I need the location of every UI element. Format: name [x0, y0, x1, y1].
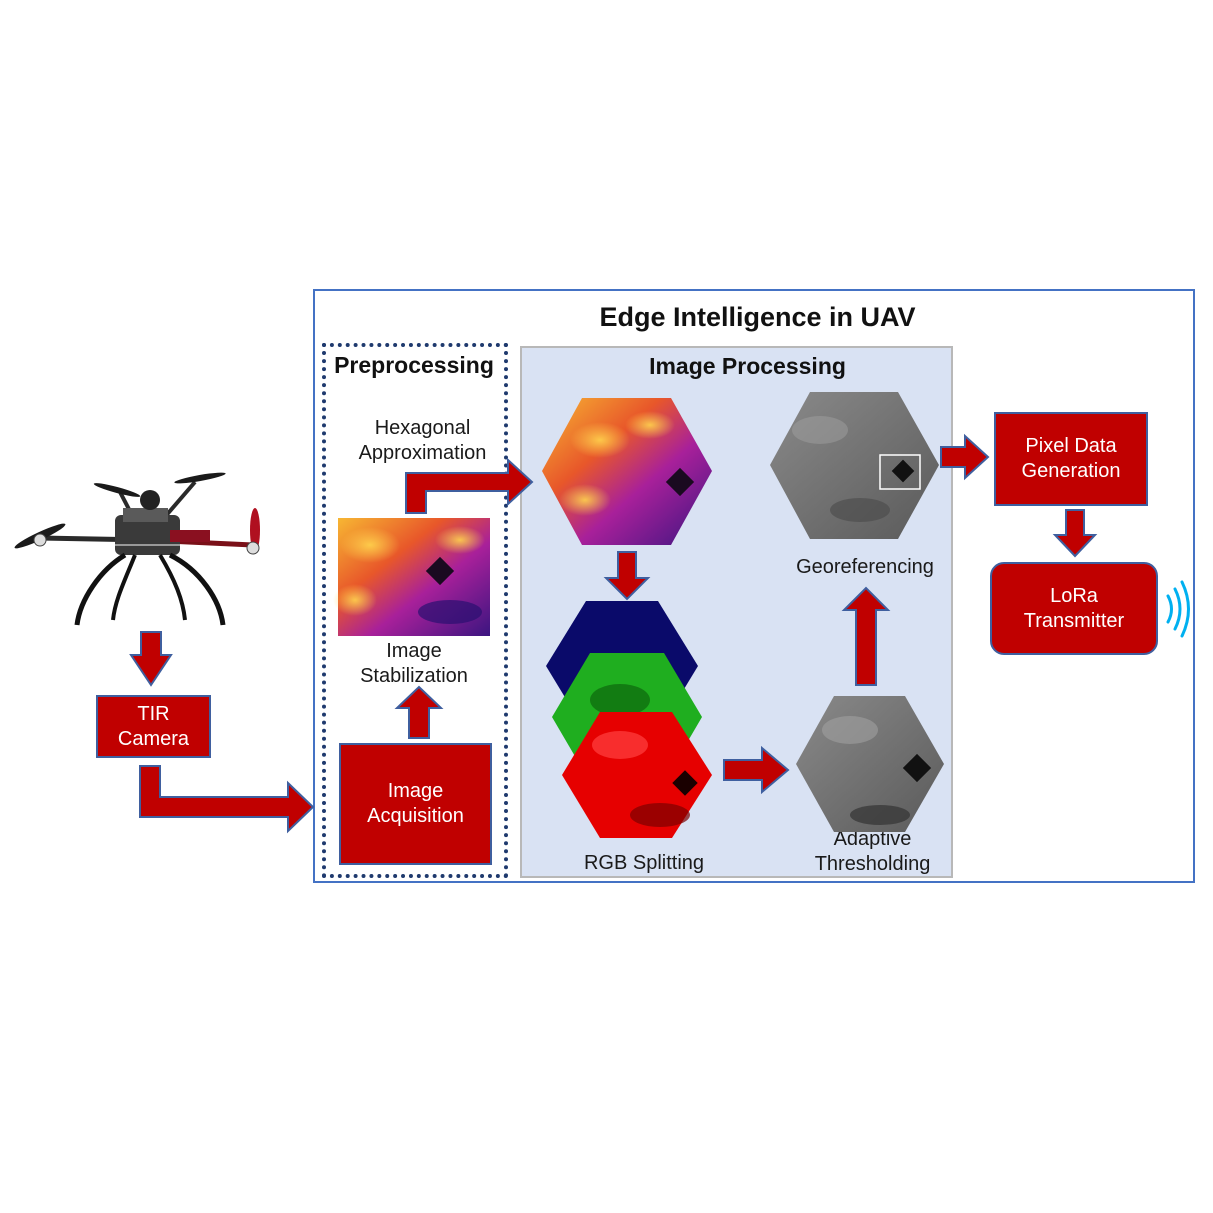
arrow-camera-to-acquisition [139, 765, 315, 834]
stabilization-thermal-image [333, 518, 490, 636]
image-stabilization-label: Image Stabilization [339, 639, 489, 689]
signal-waves-icon [1166, 580, 1190, 638]
rgb-splitting-label: RGB Splitting [583, 852, 705, 874]
arrow-acquisition-to-stabilization [394, 685, 444, 739]
pixel-data-line2: Generation [1021, 460, 1121, 482]
drone-illustration [14, 472, 260, 626]
hex-approx-line1: Hexagonal [374, 417, 471, 439]
image-acquisition-line1: Image [387, 780, 444, 802]
georeferencing-hexagon [770, 392, 939, 539]
lora-line1: LoRa [1050, 584, 1098, 607]
tir-camera-line1: TIR [137, 702, 170, 725]
arrow-stabilization-to-hexagon [405, 457, 534, 514]
preprocessing-frame [322, 343, 508, 878]
adaptive-thresholding-label: Adaptive Thresholding [795, 827, 950, 877]
threshold-greyscale-hexagon [796, 696, 944, 832]
edge-intelligence-frame [313, 289, 1195, 883]
hex-approx-line2: Approximation [358, 442, 487, 464]
pixel-data-generation-block: Pixel Data Generation [994, 412, 1148, 506]
hexagon-thermal-image [542, 398, 712, 545]
lora-line2: Transmitter [1023, 609, 1125, 632]
tir-camera-block: TIR Camera [96, 695, 211, 758]
image-processing-title: Image Processing [649, 353, 846, 379]
stab-line1: Image [386, 640, 442, 662]
preprocessing-title: Preprocessing [334, 352, 494, 378]
arrow-drone-to-camera [129, 631, 173, 687]
hexagonal-approximation-label: Hexagonal Approximation [345, 416, 500, 466]
pixel-data-line1: Pixel Data [1025, 435, 1117, 457]
diagram-title: Edge Intelligence in UAV [599, 302, 916, 332]
arrow-georef-to-pixel [940, 433, 990, 481]
adaptive-line1: Adaptive [833, 828, 912, 850]
stab-line2: Stabilization [360, 665, 468, 687]
georeferencing-label: Georeferencing [796, 556, 934, 578]
arrow-pixel-to-lora [1052, 509, 1098, 558]
lora-transmitter-block: LoRa Transmitter [990, 562, 1158, 655]
tir-camera-line2: Camera [117, 727, 190, 750]
rgb-channel-hexagons [546, 601, 712, 838]
image-acquisition-line2: Acquisition [367, 805, 464, 827]
arrow-threshold-to-georef [841, 586, 891, 686]
image-acquisition-block: Image Acquisition [339, 743, 492, 865]
arrow-hexagon-to-rgb [603, 551, 651, 601]
flow-arrows [129, 433, 1098, 834]
adaptive-line2: Thresholding [814, 853, 931, 875]
arrow-rgb-to-threshold [723, 745, 790, 795]
